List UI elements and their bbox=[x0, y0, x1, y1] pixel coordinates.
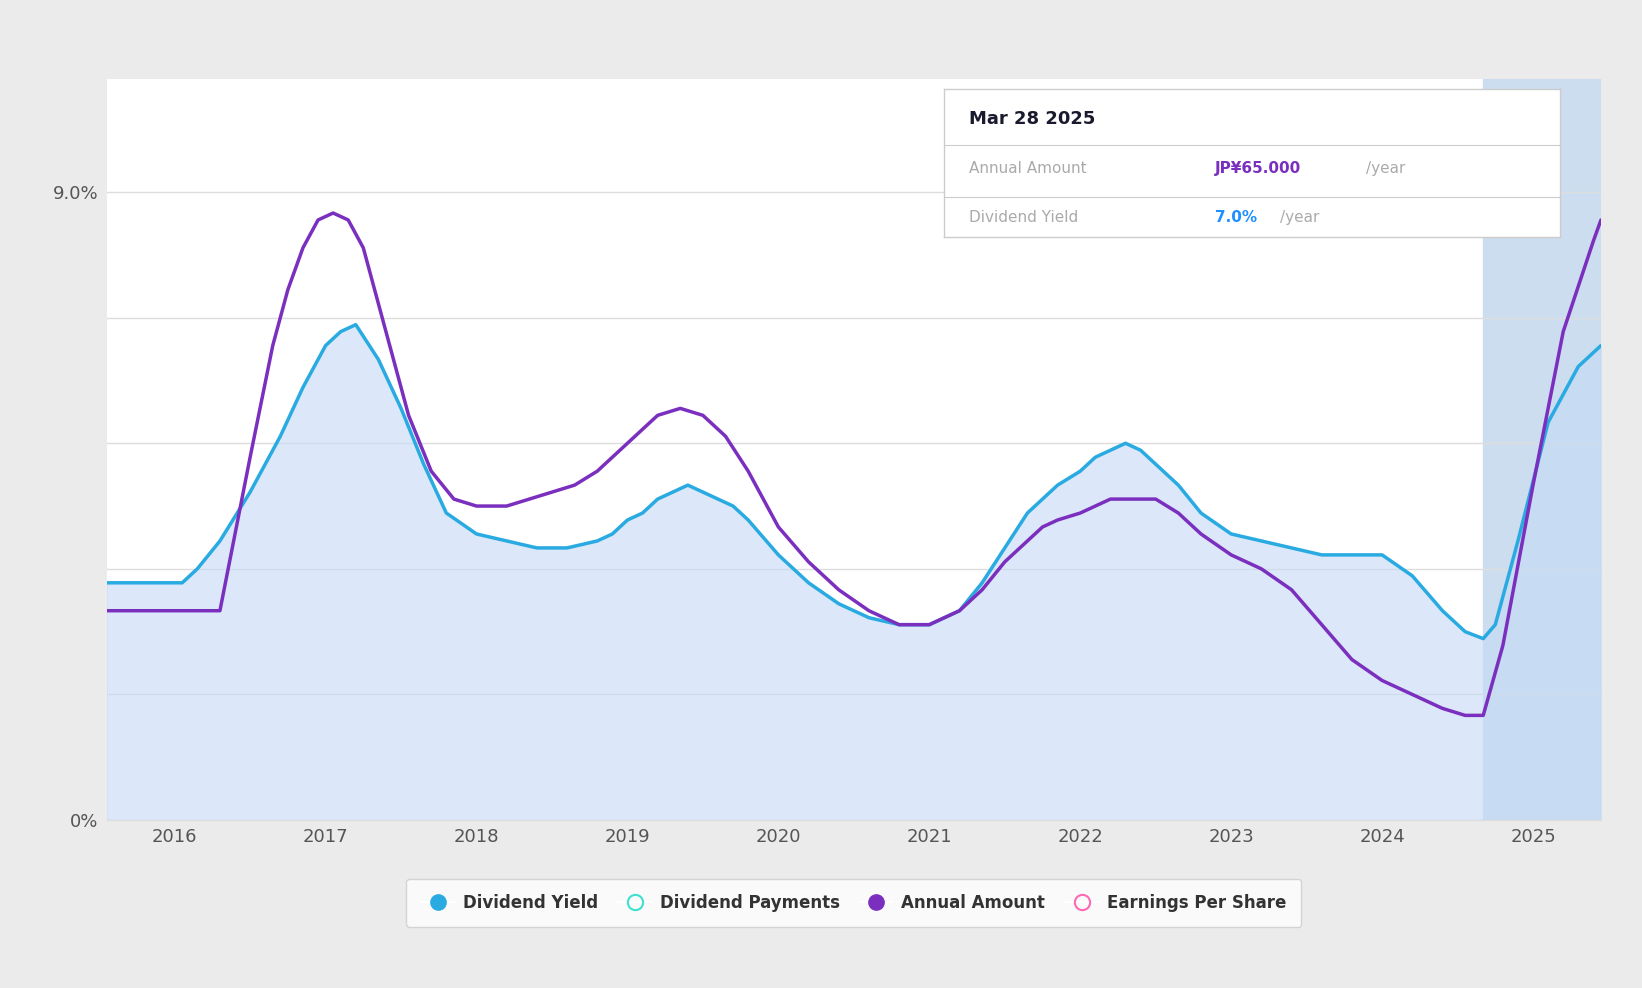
Legend: Dividend Yield, Dividend Payments, Annual Amount, Earnings Per Share: Dividend Yield, Dividend Payments, Annua… bbox=[406, 878, 1302, 927]
Text: Past: Past bbox=[1493, 121, 1527, 138]
Text: /year: /year bbox=[1366, 161, 1406, 177]
Text: /year: /year bbox=[1279, 210, 1319, 225]
Bar bbox=[1483, 79, 1616, 820]
Text: Dividend Yield: Dividend Yield bbox=[969, 210, 1079, 225]
Text: JP¥65.000: JP¥65.000 bbox=[1215, 161, 1302, 177]
Text: 7.0%: 7.0% bbox=[1215, 210, 1258, 225]
Text: Annual Amount: Annual Amount bbox=[969, 161, 1087, 177]
Text: Mar 28 2025: Mar 28 2025 bbox=[969, 110, 1095, 127]
